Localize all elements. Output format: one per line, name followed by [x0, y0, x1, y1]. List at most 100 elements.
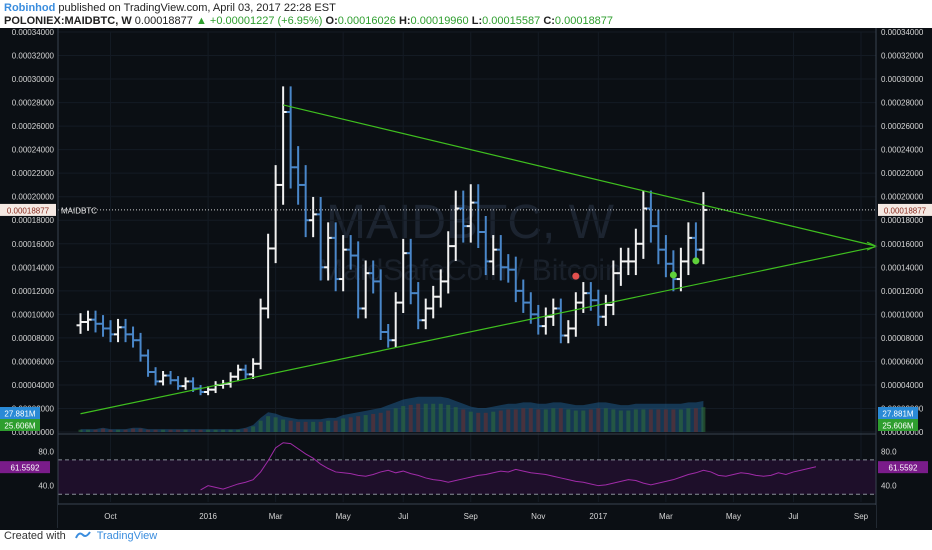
volume-bar	[401, 406, 406, 432]
volume-bar	[431, 403, 436, 432]
volume-bar	[678, 409, 683, 432]
trendline[interactable]	[80, 246, 877, 415]
price-axis-tick-right: 0.00022000	[881, 169, 924, 178]
rsi-axis-tick-left: 80.0	[38, 447, 54, 456]
rsi-band	[58, 459, 876, 495]
author-name[interactable]: Robinhod	[4, 2, 56, 14]
price-axis-tick-right: 0.00004000	[881, 381, 924, 390]
volume-bar	[663, 409, 668, 432]
volume-ma-last-tag-left	[0, 419, 40, 431]
time-axis-background	[58, 505, 876, 528]
price-axis-tick-left: 0.00030000	[12, 75, 55, 84]
volume-bar	[506, 409, 511, 432]
price-axis-tick-right: 0.00028000	[881, 99, 924, 108]
footer: Created with TradingView	[4, 530, 928, 550]
price-axis-tick-left: 0.00008000	[12, 334, 55, 343]
volume-bar	[573, 410, 578, 432]
volume-bar	[123, 429, 128, 432]
volume-bar	[543, 409, 548, 432]
symbol-title[interactable]: POLONIEX:MAIDBTC, W	[4, 15, 132, 27]
price-axis-tick-left: 0.00024000	[12, 146, 55, 155]
volume-bar	[303, 421, 308, 432]
last-price-line: 0.00018877 MAIDBTC 0.00018877	[0, 203, 932, 216]
signal-marker-dot	[669, 271, 677, 279]
time-axis[interactable]: Oct 2016 Mar May Jul Sep Nov 2017 Mar May Jul Sep	[58, 505, 876, 528]
low-value: 0.00015587	[482, 15, 541, 27]
volume-bar	[326, 420, 331, 432]
volume-bar	[281, 419, 286, 432]
time-axis-tick: 2017	[589, 512, 607, 521]
watermark-description: MaidSafeCoin / Bitcoin	[318, 254, 622, 287]
volume-bar	[86, 429, 91, 432]
last-price: 0.00018877	[134, 15, 193, 27]
price-bars	[76, 86, 708, 396]
tradingview-link[interactable]: TradingView	[96, 530, 158, 542]
volume-bar	[296, 421, 301, 432]
volume-bar	[191, 429, 196, 432]
volume-ma-last-tag-right	[878, 419, 918, 431]
time-axis-tick: Jul	[788, 512, 798, 521]
volume-bar	[596, 408, 601, 432]
signal-markers	[572, 257, 700, 280]
volume-bar	[318, 421, 323, 432]
price-axis-tick-left: 0.00000000	[12, 428, 55, 437]
volume-bar	[483, 412, 488, 432]
price-axis-tick-right: 0.00024000	[881, 146, 924, 155]
time-axis-tick: Sep	[464, 512, 479, 521]
grid	[58, 31, 876, 505]
volume-bar	[498, 410, 503, 432]
volume-bar	[618, 410, 623, 432]
price-axes[interactable]: 0.000000000.000000000.000020000.00002000…	[0, 28, 928, 528]
volume-bar	[258, 420, 263, 432]
time-axis-tick: Jul	[398, 512, 408, 521]
volume-last-tag-label-left: 27.881M	[4, 410, 35, 419]
volume-bar	[341, 418, 346, 432]
price-axis-tick-right: 0.00010000	[881, 310, 924, 319]
volume-bar	[648, 409, 653, 432]
volume-bar	[551, 408, 556, 432]
price-axis-tick-right: 0.00018000	[881, 216, 924, 225]
volume-bar	[558, 408, 563, 432]
volume-bar	[266, 416, 271, 432]
price-axis-tick-left: 0.00010000	[12, 310, 55, 319]
volume-bar	[528, 408, 533, 432]
ohlc-legend: POLONIEX:MAIDBTC, W 0.00018877 ▲ +0.0000…	[4, 15, 613, 27]
rsi-panel	[58, 442, 876, 495]
rsi-last-tag-right	[878, 461, 928, 474]
price-axis-tick-left: 0.00032000	[12, 52, 55, 61]
volume-bar	[221, 429, 226, 432]
trading-chart[interactable]: MAIDBTC, W MaidSafeCoin / Bitcoin 0.0001…	[0, 28, 932, 530]
volume-last-tag-label-right: 27.881M	[882, 410, 913, 419]
last-price-tag-left	[0, 203, 56, 216]
price-axis-tick-left: 0.00004000	[12, 381, 55, 390]
volume-bar	[626, 410, 631, 432]
volume-histogram	[78, 396, 706, 432]
volume-bar	[363, 415, 368, 432]
open-label: O:	[325, 15, 338, 27]
trendline[interactable]	[282, 104, 877, 247]
high-value: 0.00019960	[410, 15, 469, 27]
volume-bar	[131, 428, 136, 432]
price-axis-tick-left: 0.00006000	[12, 357, 55, 366]
volume-bar	[348, 417, 353, 432]
price-axis-tick-right: 0.00006000	[881, 357, 924, 366]
price-axis-tick-left: 0.00026000	[12, 122, 55, 131]
volume-bar	[461, 409, 466, 432]
time-axis-tick: Sep	[854, 512, 869, 521]
volume-bar	[438, 403, 443, 432]
price-axis-tick-right: 0.00000000	[881, 428, 924, 437]
rsi-last-label-left: 61.5592	[11, 464, 40, 473]
tradingview-logo-icon	[74, 531, 91, 539]
chart-header: Robinhod published on TradingView.com, A…	[4, 0, 928, 28]
volume-ma-last-tag-label-left: 25.606M	[4, 422, 35, 431]
open-value: 0.00016026	[337, 15, 396, 27]
price-axis-tick-left: 0.00012000	[12, 287, 55, 296]
volume-bar	[446, 404, 451, 432]
time-axis-tick: May	[336, 512, 351, 521]
price-axis-tick-left: 0.00020000	[12, 193, 55, 202]
volume-bar	[686, 408, 691, 432]
signal-marker-dot	[572, 272, 580, 280]
high-label: H:	[398, 15, 411, 27]
volume-bar	[536, 409, 541, 432]
price-change: ▲ +0.00001227 (+6.95%)	[195, 15, 323, 27]
